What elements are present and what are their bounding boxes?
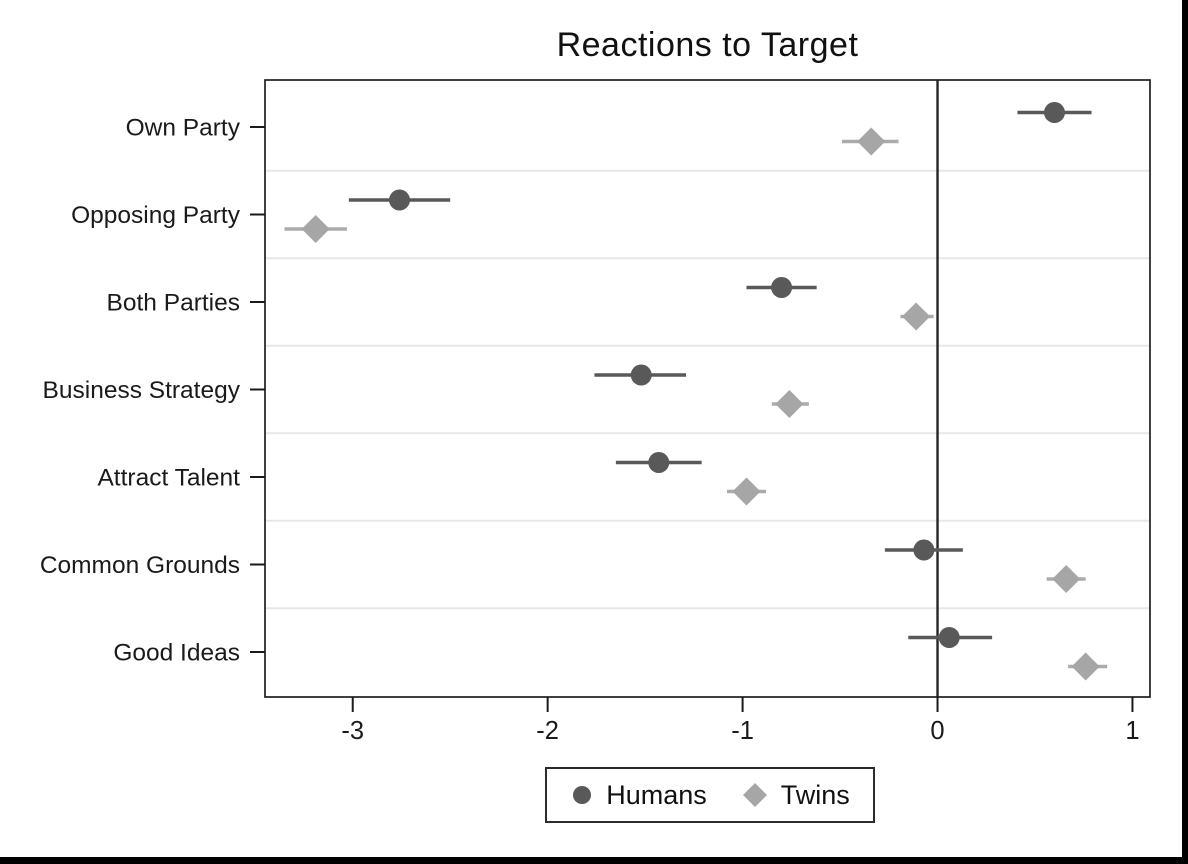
window-edge-right xyxy=(1182,0,1188,864)
point-estimate-circle xyxy=(938,627,960,648)
point-estimate-diamond xyxy=(775,390,804,418)
category-label: Business Strategy xyxy=(43,377,241,404)
point-estimate-diamond xyxy=(1071,652,1100,681)
category-label: Good Ideas xyxy=(113,639,240,666)
legend: Humans Twins xyxy=(545,767,875,823)
point-estimate-circle xyxy=(648,452,670,473)
point-estimate-circle xyxy=(913,539,935,561)
category-label: Attract Talent xyxy=(97,464,240,491)
y-axis: Own Party Opposing Party Both Parties Busin… xyxy=(40,114,265,666)
series-humans xyxy=(348,102,1092,648)
plot-border xyxy=(264,79,1151,698)
gridlines xyxy=(265,169,1150,610)
point-estimate-circle xyxy=(1043,102,1065,123)
point-estimate-diamond xyxy=(301,215,330,243)
legend-item-humans: Humans xyxy=(570,780,707,811)
x-tick-label: -1 xyxy=(731,717,754,745)
point-estimate-circle xyxy=(771,277,793,298)
chart-title: Reactions to Target xyxy=(556,26,859,64)
legend-label-twins: Twins xyxy=(780,779,850,810)
point-estimate-diamond xyxy=(732,477,761,506)
category-label: Both Parties xyxy=(107,289,240,316)
humans-circle-icon xyxy=(573,786,592,804)
point-estimate-diamond xyxy=(857,127,886,156)
point-estimate-diamond xyxy=(1052,565,1081,593)
point-estimate-circle xyxy=(630,364,652,386)
point-estimate-circle xyxy=(389,189,411,211)
x-axis: -3 -2 -1 0 1 xyxy=(341,697,1140,745)
x-tick-label: 1 xyxy=(1125,717,1139,745)
legend-item-twins: Twins xyxy=(741,780,850,811)
category-label: Opposing Party xyxy=(71,202,241,229)
legend-label-humans: Humans xyxy=(606,779,707,810)
x-tick-label: -2 xyxy=(536,717,559,745)
twins-diamond-icon xyxy=(742,783,767,807)
x-tick-label: -3 xyxy=(341,717,364,745)
series-twins xyxy=(284,127,1108,681)
window-edge-bottom xyxy=(0,857,1188,864)
category-label: Common Grounds xyxy=(40,552,240,579)
point-estimate-diamond xyxy=(902,302,931,331)
category-label: Own Party xyxy=(126,114,241,141)
x-tick-label: 0 xyxy=(930,717,944,745)
